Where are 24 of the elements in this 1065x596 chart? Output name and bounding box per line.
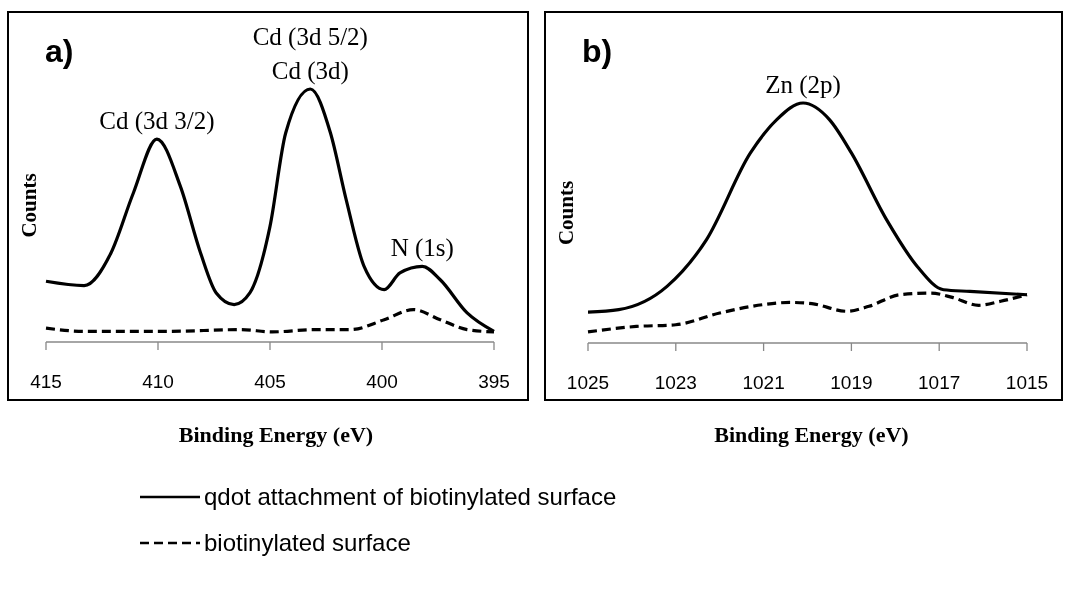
x-tick-label: 1019 <box>830 372 873 393</box>
legend-label: qdot attachment of biotinylated surface <box>204 483 617 510</box>
x-tick-label: 1017 <box>918 372 961 393</box>
x-axis-title: Binding Energy (eV) <box>178 422 374 447</box>
x-axis-title: Binding Energy (eV) <box>714 422 909 447</box>
x-tick-label: 1015 <box>1005 372 1049 393</box>
annotation: Cd (3d) <box>271 57 349 85</box>
x-tick-label: 400 <box>366 371 398 392</box>
annotation: N (1s) <box>390 234 454 263</box>
y-axis-title: Counts <box>554 180 578 246</box>
annotation: Cd (3d 3/2) <box>99 107 215 136</box>
annotation: Zn (2p) <box>765 71 841 99</box>
x-tick-label: 410 <box>142 371 174 392</box>
x-tick-label: 1023 <box>654 372 697 393</box>
chart-title: a) <box>45 33 74 69</box>
x-tick-label: 395 <box>478 371 510 392</box>
x-tick-label: 1021 <box>742 372 785 393</box>
y-axis-title: Counts <box>17 173 41 238</box>
annotation: Cd (3d 5/2) <box>252 23 368 51</box>
x-tick-label: 415 <box>30 371 62 392</box>
x-tick-label: 405 <box>254 371 286 392</box>
chart-title: b) <box>582 33 613 69</box>
legend-label: biotinylated surface <box>204 529 411 556</box>
x-tick-label: 1025 <box>566 372 610 393</box>
